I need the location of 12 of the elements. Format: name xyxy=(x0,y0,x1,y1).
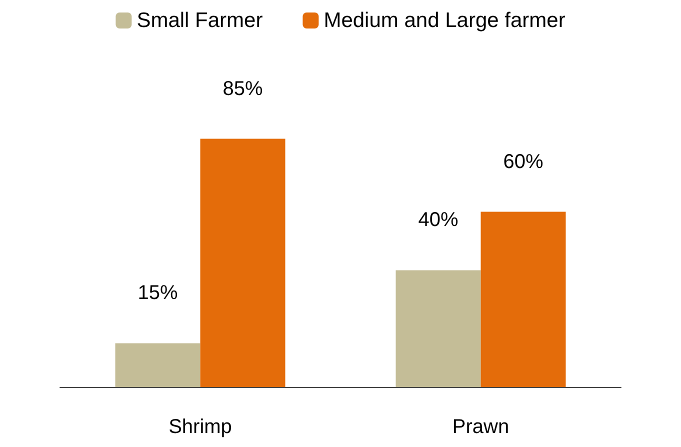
data-label: 60% xyxy=(503,150,544,173)
data-label: 85% xyxy=(222,78,263,100)
data-label: 40% xyxy=(418,209,458,232)
x-tick-label: Shrimp xyxy=(168,416,232,438)
legend-label: Small Farmer xyxy=(136,9,263,32)
data-label: 15% xyxy=(138,282,178,304)
bar xyxy=(396,270,481,387)
bar xyxy=(200,138,286,387)
bar xyxy=(115,343,200,387)
x-tick-label: Prawn xyxy=(452,416,510,438)
bar xyxy=(480,212,566,387)
legend-label: Medium and Large farmer xyxy=(324,9,566,32)
